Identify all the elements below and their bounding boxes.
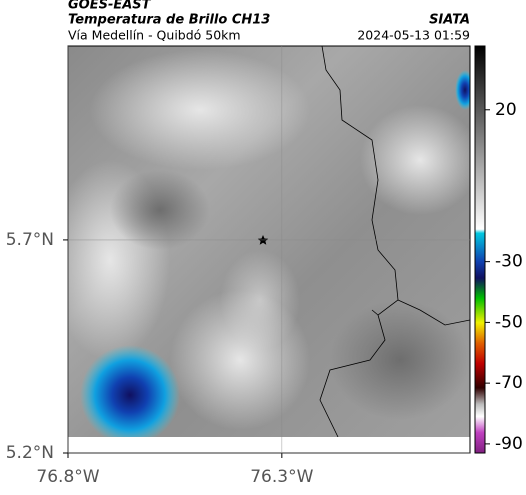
title: Temperatura de Brillo CH13 <box>68 13 270 28</box>
subtitle: Vía Medellín - Quibdó 50km <box>68 28 241 43</box>
y-tick-label: 5.7°N <box>6 230 54 250</box>
colorbar-tick-label: -30 <box>495 252 523 272</box>
source: GOES-EAST <box>68 0 152 13</box>
colorbar <box>474 45 486 454</box>
colorbar-tick-label: -50 <box>495 312 523 332</box>
datetime: 2024-05-13 01:59 <box>357 28 470 43</box>
x-tick-label: 76.3°W <box>250 467 313 487</box>
org: SIATA <box>429 13 470 28</box>
satellite-image <box>68 46 470 437</box>
colorbar-tick-label: -90 <box>495 434 523 454</box>
colorbar-tick-label: 20 <box>495 100 517 120</box>
colorbar-tick-label: -70 <box>495 373 523 393</box>
x-tick-label: 76.8°W <box>36 467 99 487</box>
y-tick-label: 5.2°N <box>6 443 54 463</box>
